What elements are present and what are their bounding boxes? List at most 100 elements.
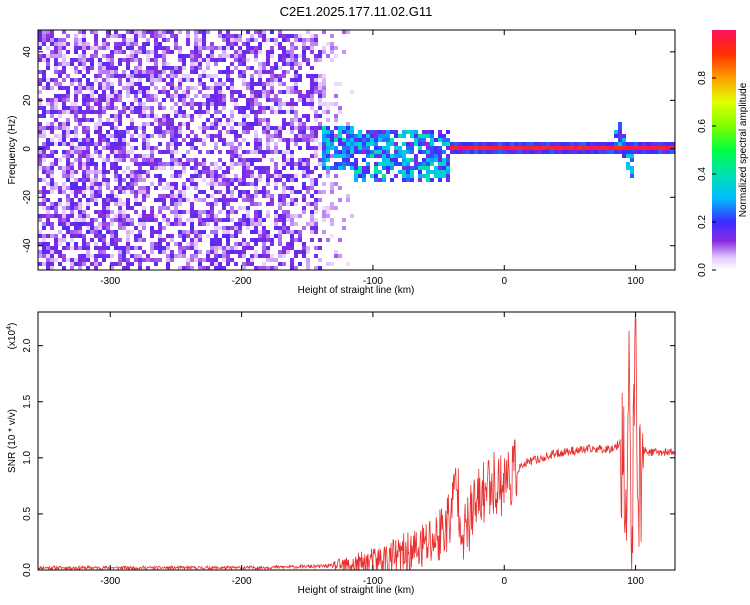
heatmap-cell [110,150,114,154]
heatmap-cell [514,146,518,150]
heatmap-cell [94,126,98,130]
heatmap-cell [290,154,294,158]
heatmap-cell [182,138,186,142]
heatmap-cell [258,210,262,214]
heatmap-cell [266,174,270,178]
heatmap-cell [234,222,238,226]
heatmap-cell [50,214,54,218]
heatmap-cell [502,150,506,154]
heatmap-cell [86,134,90,138]
heatmap-cell [182,190,186,194]
heatmap-cell [226,214,230,218]
heatmap-cell [90,186,94,190]
heatmap-cell [322,82,326,86]
heatmap-cell [354,170,358,174]
heatmap-cell [370,174,374,178]
heatmap-cell [230,194,234,198]
heatmap-cell [230,94,234,98]
heatmap-cell [218,138,222,142]
heatmap-cell [362,150,366,154]
heatmap-cell [106,66,110,70]
heatmap-cell [82,170,86,174]
heatmap-cell [46,218,50,222]
heatmap-cell [58,74,62,78]
heatmap-cell [306,138,310,142]
heatmap-cell [94,122,98,126]
heatmap-cell [42,202,46,206]
heatmap-cell [54,38,58,42]
heatmap-cell [382,166,386,170]
heatmap-cell [666,142,670,146]
heatmap-cell [306,90,310,94]
heatmap-cell [42,226,46,230]
heatmap-cell [254,222,258,226]
heatmap-cell [130,178,134,182]
heatmap-cell [406,178,410,182]
heatmap-cell [54,202,58,206]
heatmap-cell [418,138,422,142]
heatmap-cell [118,250,122,254]
heatmap-cell [334,206,338,210]
heatmap-cell [398,146,402,150]
heatmap-cell [266,166,270,170]
heatmap-cell [98,66,102,70]
heatmap-cell [474,150,478,154]
heatmap-cell [178,190,182,194]
heatmap-cell [110,34,114,38]
heatmap-cell [666,150,670,154]
heatmap-cell [74,86,78,90]
heatmap-cell [74,138,78,142]
heatmap-cell [110,98,114,102]
heatmap-cell [118,122,122,126]
heatmap-cell [582,150,586,154]
heatmap-cell [266,142,270,146]
heatmap-cell [126,150,130,154]
heatmap-cell [346,138,350,142]
heatmap-cell [82,30,86,34]
heatmap-cell [402,142,406,146]
heatmap-cell [302,198,306,202]
heatmap-cell [294,38,298,42]
heatmap-cell [426,166,430,170]
heatmap-cell [82,114,86,118]
heatmap-cell [314,222,318,226]
heatmap-cell [122,86,126,90]
heatmap-cell [310,170,314,174]
heatmap-cell [50,106,54,110]
heatmap-cell [42,214,46,218]
heatmap-cell [154,162,158,166]
heatmap-cell [94,42,98,46]
heatmap-cell [218,58,222,62]
heatmap-cell [66,134,70,138]
heatmap-cell [514,150,518,154]
heatmap-cell [62,42,66,46]
heatmap-cell [586,142,590,146]
heatmap-cell [210,58,214,62]
heatmap-cell [350,162,354,166]
heatmap-cell [618,142,622,146]
heatmap-cell [302,250,306,254]
heatmap-cell [242,206,246,210]
heatmap-cell [114,178,118,182]
heatmap-cell [442,170,446,174]
heatmap-cell [198,138,202,142]
heatmap-cell [234,130,238,134]
heatmap-cell [110,70,114,74]
heatmap-cell [110,122,114,126]
heatmap-cell [86,250,90,254]
heatmap-cell [574,146,578,150]
heatmap-cell [614,146,618,150]
heatmap-cell [202,266,206,270]
heatmap-cell [106,182,110,186]
heatmap-cell [298,166,302,170]
heatmap-cell [90,254,94,258]
heatmap-cell [250,106,254,110]
heatmap-cell [338,198,342,202]
heatmap-cell [90,158,94,162]
heatmap-cell [242,194,246,198]
heatmap-cell [286,218,290,222]
heatmap-cell [462,142,466,146]
heatmap-cell [98,118,102,122]
heatmap-cell [290,118,294,122]
heatmap-cell [142,258,146,262]
